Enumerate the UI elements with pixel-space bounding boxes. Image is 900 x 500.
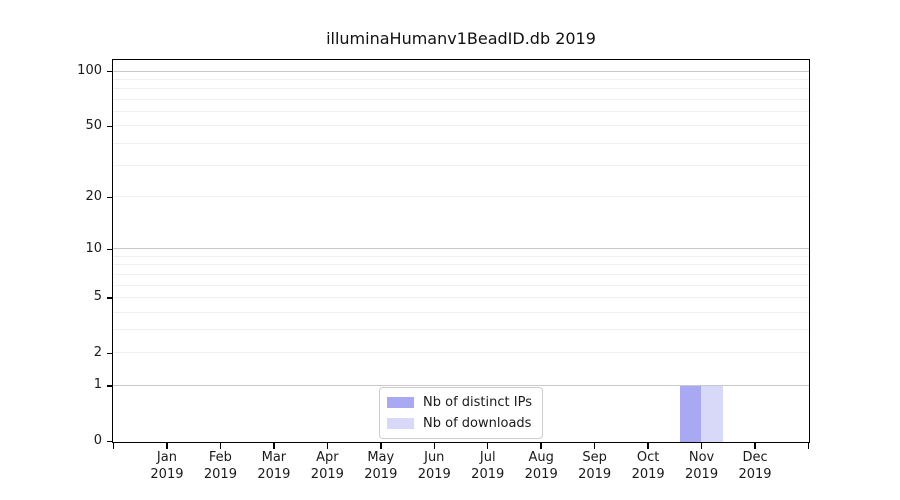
chart-title: illuminaHumanv1BeadID.db 2019 [326,29,596,48]
x-tick-label: Jul 2019 [456,450,520,483]
x-tick-year: 2019 [310,466,344,482]
x-tick-label: Jan 2019 [135,450,199,483]
minor-gridline [113,284,809,286]
minor-gridline [113,78,809,80]
x-tick-label: Dec 2019 [723,450,787,483]
x-tick-year: 2019 [631,466,665,482]
x-tick-year: 2019 [203,466,237,482]
x-tick-month: Sep [582,450,607,465]
x-tick-mark [273,443,275,449]
x-tick-mark [219,443,222,449]
major-gridline [113,70,809,72]
x-tick-mark [433,443,436,449]
minor-gridline [113,255,809,257]
minor-gridline [113,142,809,144]
minor-gridline [113,296,809,298]
x-tick-label: Mar 2019 [242,450,306,483]
x-tick-year: 2019 [417,466,451,482]
minor-gridline [113,273,809,275]
y-tick-label: 20 [85,188,102,204]
x-tick-month: Nov [688,450,715,465]
x-tick-label: Oct 2019 [616,450,680,483]
x-tick-mark [166,443,168,449]
y-tick-mark [107,385,112,387]
x-tick-year: 2019 [257,466,291,482]
y-tick-label: 5 [93,289,102,305]
legend-label-distinct-ips: Nb of distinct IPs [423,395,532,410]
plot-area: Nb of distinct IPs Nb of downloads [112,59,810,443]
major-gridline [113,248,809,250]
x-tick-mark [593,443,596,449]
x-tick-month: Apr [316,450,339,465]
x-tick-year: 2019 [578,466,612,482]
x-tick-month: Jun [424,450,445,465]
x-tick-mark [540,443,542,449]
x-tick-mark [380,443,382,449]
minor-gridline [113,88,809,90]
y-tick-label: 100 [77,63,102,79]
minor-gridline [113,329,809,331]
y-tick-label: 2 [93,344,102,360]
x-tick-label: May 2019 [349,450,413,483]
y-tick-mark [107,70,112,73]
bar-downloads [701,386,723,442]
x-tick-year: 2019 [364,466,398,482]
x-axis-edge-tick-mark [807,443,810,449]
x-axis-edge-tick-mark [112,443,115,449]
minor-gridline [113,111,809,112]
y-tick-label: 50 [85,117,102,133]
minor-gridline [113,311,809,313]
y-tick-label: 1 [93,377,102,393]
minor-gridline [113,264,809,266]
minor-gridline [113,165,809,167]
x-tick-label: Jun 2019 [402,450,466,483]
x-tick-month: Feb [208,450,232,465]
x-tick-month: Jul [479,450,496,465]
legend-item-downloads: Nb of downloads [387,414,532,433]
x-tick-mark [647,443,649,449]
legend-item-distinct-ips: Nb of distinct IPs [387,393,532,412]
y-tick-mark [107,248,112,251]
x-tick-label: Apr 2019 [295,450,359,483]
x-tick-mark [486,443,489,449]
x-tick-year: 2019 [738,466,772,482]
y-tick-mark [107,196,112,199]
bar-distinct-ips [679,386,702,442]
y-tick-mark [107,440,112,443]
legend: Nb of distinct IPs Nb of downloads [379,387,543,439]
x-tick-month: Mar [261,450,287,465]
y-tick-mark [107,125,112,128]
x-tick-year: 2019 [685,466,719,482]
x-tick-year: 2019 [150,466,184,482]
minor-gridline [113,98,809,100]
legend-label-downloads: Nb of downloads [423,416,532,431]
major-gridline [113,384,809,386]
x-tick-month: May [367,450,395,465]
x-tick-mark [326,443,329,449]
x-tick-label: Aug 2019 [509,450,573,483]
y-tick-mark [107,297,112,299]
y-tick-label: 10 [85,240,102,256]
legend-swatch-downloads-icon [387,418,415,429]
x-tick-month: Aug [528,450,554,465]
minor-gridline [113,196,809,198]
x-tick-label: Feb 2019 [188,450,252,483]
x-tick-label: Nov 2019 [670,450,734,483]
x-tick-month: Oct [636,450,660,465]
x-tick-label: Sep 2019 [563,450,627,483]
x-tick-year: 2019 [471,466,505,482]
y-tick-mark [107,352,112,355]
x-tick-month: Dec [742,450,768,465]
y-tick-label: 0 [93,433,102,448]
minor-gridline [113,352,809,354]
x-tick-year: 2019 [524,466,558,482]
minor-gridline [113,125,809,127]
x-tick-month: Jan [156,450,177,465]
legend-swatch-distinct-ips-icon [387,397,415,408]
x-tick-mark [700,443,703,449]
x-tick-mark [754,443,756,449]
